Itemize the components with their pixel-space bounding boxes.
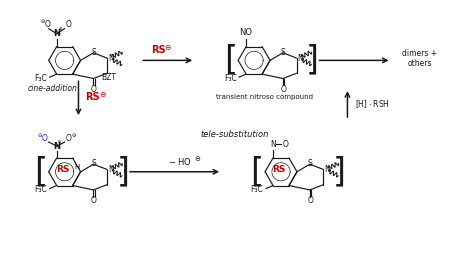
Text: $\ominus$: $\ominus$	[164, 43, 172, 52]
Text: N: N	[270, 140, 276, 148]
Text: $-$ HO: $-$ HO	[168, 156, 192, 167]
Text: RS: RS	[151, 46, 165, 55]
Text: [H]: [H]	[356, 99, 367, 108]
Text: $\ominus$: $\ominus$	[194, 154, 202, 163]
Text: N: N	[325, 165, 330, 174]
Text: cine-addition: cine-addition	[27, 84, 77, 93]
Text: $^{\oplus}$: $^{\oplus}$	[57, 140, 62, 145]
Text: RS: RS	[85, 92, 100, 102]
Text: N: N	[108, 165, 114, 174]
Text: O: O	[308, 196, 313, 205]
Text: RS: RS	[56, 165, 69, 174]
Text: transient nitroso compound: transient nitroso compound	[217, 94, 313, 100]
Text: O$^{\ominus}$: O$^{\ominus}$	[64, 133, 77, 144]
Text: $^{\ominus}$O: $^{\ominus}$O	[39, 19, 52, 30]
Text: BZT: BZT	[101, 73, 116, 82]
Text: $\cdot$ RSH: $\cdot$ RSH	[368, 98, 390, 109]
Text: $\ominus$: $\ominus$	[99, 90, 106, 99]
Text: S: S	[281, 48, 285, 57]
Text: ]: ]	[333, 155, 346, 188]
Text: O: O	[281, 85, 286, 94]
Text: tele-substitution: tele-substitution	[201, 131, 269, 139]
Text: $^{\oplus}$: $^{\oplus}$	[57, 27, 63, 32]
Text: O: O	[66, 20, 72, 29]
Text: N: N	[53, 29, 60, 38]
Text: S: S	[91, 159, 96, 168]
Text: O: O	[283, 140, 289, 148]
Text: ]: ]	[306, 44, 319, 77]
Text: $^{\ominus}$O: $^{\ominus}$O	[36, 133, 49, 144]
Text: F₃C: F₃C	[34, 185, 47, 194]
Text: dimers +: dimers +	[402, 49, 437, 58]
Text: F₃C: F₃C	[34, 74, 47, 83]
Text: H: H	[74, 164, 79, 170]
Text: O: O	[91, 85, 97, 94]
Text: others: others	[407, 59, 432, 68]
Text: N: N	[53, 141, 60, 151]
Text: S: S	[308, 159, 312, 168]
Text: [: [	[251, 155, 264, 188]
Text: NO: NO	[240, 28, 253, 37]
Text: N: N	[108, 54, 114, 63]
Text: N: N	[298, 54, 303, 63]
Text: [: [	[224, 44, 237, 77]
Text: ]: ]	[117, 155, 129, 188]
Text: [: [	[34, 155, 47, 188]
Text: F₃C: F₃C	[251, 185, 264, 194]
Text: RS: RS	[273, 165, 286, 174]
Text: F₃C: F₃C	[224, 74, 237, 83]
Text: O: O	[91, 196, 97, 205]
Text: S: S	[91, 48, 96, 57]
